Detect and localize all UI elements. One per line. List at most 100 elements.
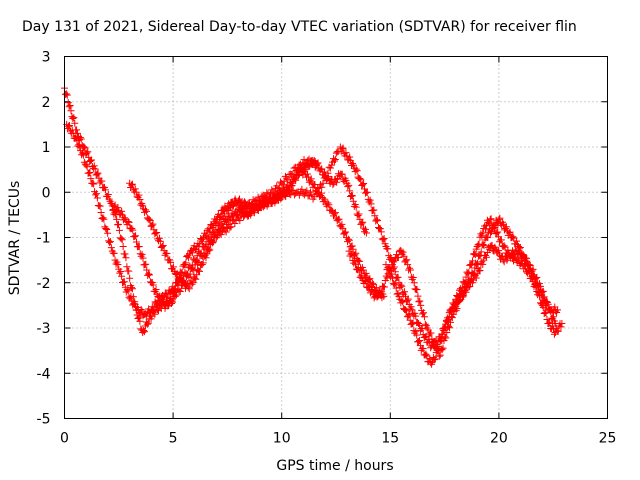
data-point-interp — [358, 219, 366, 227]
data-point-interp — [321, 168, 329, 176]
data-point-interp — [470, 250, 478, 258]
data-point-interp — [195, 267, 203, 275]
data-point-interp — [342, 176, 350, 184]
data-point-interp — [366, 196, 374, 204]
data-point-interp — [455, 297, 463, 305]
data-point-interp — [168, 297, 176, 305]
data-point-interp — [285, 187, 293, 195]
data-point — [184, 283, 192, 291]
data-point-interp — [103, 225, 111, 233]
data-point — [89, 179, 97, 187]
data-point-interp — [400, 252, 408, 260]
data-point-interp — [135, 191, 143, 199]
data-point-interp — [427, 329, 435, 337]
data-point — [319, 179, 327, 187]
data-point-interp — [415, 337, 423, 345]
data-point-interp — [185, 254, 193, 262]
data-point-interp — [73, 137, 81, 145]
data-point-interp — [346, 187, 354, 195]
data-point-interp — [101, 186, 109, 194]
data-point-interp — [367, 200, 375, 208]
data-point-interp — [196, 250, 204, 258]
data-point-interp — [143, 266, 151, 274]
data-point-interp — [504, 246, 512, 254]
y-tick-label: 1 — [42, 140, 51, 156]
data-point-interp — [324, 199, 332, 207]
data-point — [349, 161, 357, 169]
data-point-interp — [354, 212, 362, 220]
data-point-interp — [483, 233, 491, 241]
data-point-interp — [215, 214, 223, 222]
data-point — [76, 143, 84, 151]
data-point-interp — [128, 284, 136, 292]
y-tick-label: 3 — [42, 50, 51, 66]
data-point-interp — [380, 234, 388, 242]
data-point-interp — [346, 153, 354, 161]
data-point-interp — [391, 279, 399, 287]
data-point-interp — [473, 259, 481, 267]
data-point-interp — [523, 254, 531, 262]
data-point-interp — [480, 242, 488, 250]
data-point-interp — [216, 212, 224, 220]
data-point-interp — [106, 238, 114, 246]
data-point — [388, 274, 396, 282]
data-point-interp — [291, 176, 299, 184]
data-point-interp — [344, 183, 352, 191]
data-point-interp — [114, 220, 122, 228]
data-point-interp — [442, 324, 450, 332]
data-point-interp — [484, 234, 492, 242]
data-point-interp — [131, 232, 139, 240]
data-point-interp — [65, 121, 73, 129]
data-point-interp — [388, 263, 396, 271]
data-point-interp — [540, 293, 548, 301]
data-point-interp — [371, 212, 379, 220]
data-point — [67, 107, 75, 115]
data-point-interp — [478, 232, 486, 240]
data-point-interp — [360, 179, 368, 187]
data-point-interp — [353, 167, 361, 175]
data-point-interp — [398, 296, 406, 304]
data-point-interp — [97, 208, 105, 216]
data-point-interp — [314, 159, 322, 167]
data-point-interp — [414, 292, 422, 300]
data-point-interp — [127, 292, 135, 300]
data-point-interp — [356, 257, 364, 265]
data-point — [486, 215, 494, 223]
data-point-interp — [83, 163, 91, 171]
data-point-interp — [136, 317, 144, 325]
data-point-interp — [352, 249, 360, 257]
data-point-interp — [129, 226, 137, 234]
data-point — [434, 347, 442, 355]
data-point-interp — [539, 287, 547, 295]
data-point-interp — [376, 225, 384, 233]
data-point-interp — [118, 272, 126, 280]
data-point-interp — [477, 248, 485, 256]
data-point — [380, 292, 388, 300]
x-tick-label: 15 — [381, 431, 399, 447]
data-point-interp — [121, 250, 129, 258]
data-point-interp — [163, 250, 171, 258]
data-point-interp — [394, 289, 402, 297]
data-point-interp — [84, 148, 92, 156]
data-point — [317, 166, 325, 174]
data-point-interp — [557, 323, 565, 331]
data-point-interp — [339, 224, 347, 232]
data-point-interp — [185, 285, 193, 293]
data-point-interp — [394, 273, 402, 281]
data-point-interp — [182, 259, 190, 267]
data-point-interp — [271, 199, 279, 207]
data-point — [191, 274, 199, 282]
data-point — [404, 261, 412, 269]
data-point-interp — [338, 170, 346, 178]
data-point-interp — [330, 157, 338, 165]
data-point-interp — [451, 301, 459, 309]
data-point-interp — [331, 156, 339, 164]
data-point-interp — [176, 288, 184, 296]
data-point-interp — [141, 206, 149, 214]
y-tick-label: -2 — [37, 276, 51, 292]
data-point-interp — [205, 245, 213, 253]
data-point-interp — [390, 281, 398, 289]
data-point-interp — [70, 114, 78, 122]
data-point-interp — [345, 181, 353, 189]
data-point-interp — [146, 216, 154, 224]
